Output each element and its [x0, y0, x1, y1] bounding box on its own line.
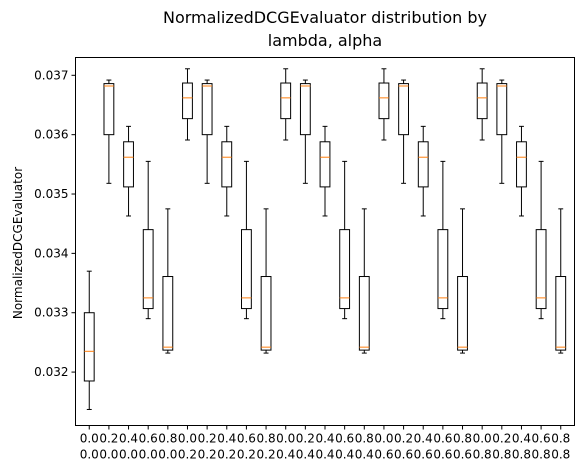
x-tick-label-lambda: 0.2 — [296, 432, 315, 446]
box-iqr — [358, 276, 370, 351]
y-tick-label: 0.037 — [34, 68, 68, 82]
x-tick-label-lambda: 0.0 — [178, 432, 197, 446]
x-tick-label-alpha: 0.2 — [237, 448, 256, 462]
chart-title-line-1: NormalizedDCGEvaluator distribution by — [163, 8, 487, 27]
x-tick-label-lambda: 0.8 — [158, 432, 177, 446]
x-tick-label-lambda: 0.2 — [394, 432, 413, 446]
box-iqr — [162, 276, 174, 351]
x-tick-label-alpha: 0.8 — [551, 448, 570, 462]
x-tick-label-alpha: 0.0 — [99, 448, 118, 462]
x-tick-label-alpha: 0.6 — [433, 448, 452, 462]
box-iqr — [516, 141, 527, 188]
box-iqr — [201, 83, 213, 136]
x-tick-label-lambda: 0.6 — [139, 432, 158, 446]
x-tick-label-alpha: 0.6 — [453, 448, 472, 462]
plot-area: 0.0320.0330.0340.0350.0360.0370.00.00.20… — [34, 68, 570, 462]
box-iqr — [260, 276, 272, 351]
y-tick-label: 0.032 — [34, 365, 68, 379]
x-tick-label-alpha: 0.2 — [257, 448, 276, 462]
box-iqr — [142, 229, 154, 310]
box-iqr — [535, 229, 547, 310]
x-tick-label-lambda: 0.4 — [512, 432, 531, 446]
x-tick-label-alpha: 0.4 — [355, 448, 374, 462]
x-tick-label-alpha: 0.2 — [217, 448, 236, 462]
x-tick-label-alpha: 0.6 — [414, 448, 433, 462]
x-tick-label-lambda: 0.4 — [217, 432, 236, 446]
x-tick-label-lambda: 0.2 — [99, 432, 118, 446]
x-tick-label-lambda: 0.8 — [551, 432, 570, 446]
x-tick-label-alpha: 0.0 — [80, 448, 99, 462]
x-tick-label-lambda: 0.4 — [119, 432, 138, 446]
x-tick-label-alpha: 0.8 — [512, 448, 531, 462]
x-tick-label-lambda: 0.6 — [237, 432, 256, 446]
x-tick-label-alpha: 0.6 — [374, 448, 393, 462]
chart-title-line-2: lambda, alpha — [268, 31, 382, 50]
x-tick-label-lambda: 0.0 — [374, 432, 393, 446]
axes-frame — [75, 57, 575, 426]
x-tick-label-alpha: 0.4 — [335, 448, 354, 462]
box-iqr — [339, 229, 351, 310]
y-tick-label: 0.035 — [34, 187, 68, 201]
x-tick-label-lambda: 0.8 — [257, 432, 276, 446]
box-iqr — [417, 141, 429, 188]
x-tick-label-alpha: 0.6 — [394, 448, 413, 462]
x-tick-label-lambda: 0.4 — [414, 432, 433, 446]
x-tick-label-alpha: 0.8 — [473, 448, 492, 462]
box-iqr — [496, 83, 508, 136]
x-tick-label-alpha: 0.0 — [119, 448, 138, 462]
box-iqr — [123, 141, 134, 188]
box-iqr — [299, 83, 311, 136]
x-tick-label-lambda: 0.6 — [532, 432, 551, 446]
x-tick-label-alpha: 0.8 — [532, 448, 551, 462]
box-iqr — [378, 82, 390, 120]
x-tick-label-lambda: 0.0 — [473, 432, 492, 446]
box-iqr — [457, 276, 468, 351]
x-tick-label-lambda: 0.0 — [276, 432, 295, 446]
x-tick-label-lambda: 0.4 — [315, 432, 334, 446]
box-iqr — [398, 83, 409, 136]
x-tick-label-lambda: 0.8 — [453, 432, 472, 446]
x-tick-label-alpha: 0.4 — [276, 448, 295, 462]
x-tick-label-alpha: 0.2 — [178, 448, 197, 462]
box-iqr — [319, 141, 331, 188]
x-tick-label-alpha: 0.4 — [315, 448, 334, 462]
box-iqr — [476, 82, 488, 120]
box-iqr — [555, 276, 567, 351]
box-iqr — [83, 312, 95, 382]
x-tick-label-alpha: 0.0 — [158, 448, 177, 462]
box-iqr — [241, 229, 252, 310]
y-tick-label: 0.034 — [34, 246, 68, 260]
y-axis-label: NormalizedDCGEvaluator — [11, 167, 25, 319]
y-tick-label: 0.033 — [34, 306, 68, 320]
x-tick-label-lambda: 0.2 — [198, 432, 217, 446]
box-iqr — [182, 82, 193, 120]
x-tick-label-lambda: 0.6 — [335, 432, 354, 446]
box-iqr — [221, 141, 233, 188]
box-iqr — [103, 83, 115, 136]
x-tick-label-alpha: 0.0 — [139, 448, 158, 462]
box-iqr — [280, 82, 292, 120]
x-tick-label-lambda: 0.0 — [80, 432, 99, 446]
x-tick-label-lambda: 0.2 — [492, 432, 511, 446]
x-tick-label-alpha: 0.4 — [296, 448, 315, 462]
x-tick-label-alpha: 0.2 — [198, 448, 217, 462]
x-tick-label-lambda: 0.6 — [433, 432, 452, 446]
x-tick-label-alpha: 0.8 — [492, 448, 511, 462]
box-iqr — [437, 229, 449, 310]
x-tick-label-lambda: 0.8 — [355, 432, 374, 446]
y-tick-label: 0.036 — [34, 128, 68, 142]
